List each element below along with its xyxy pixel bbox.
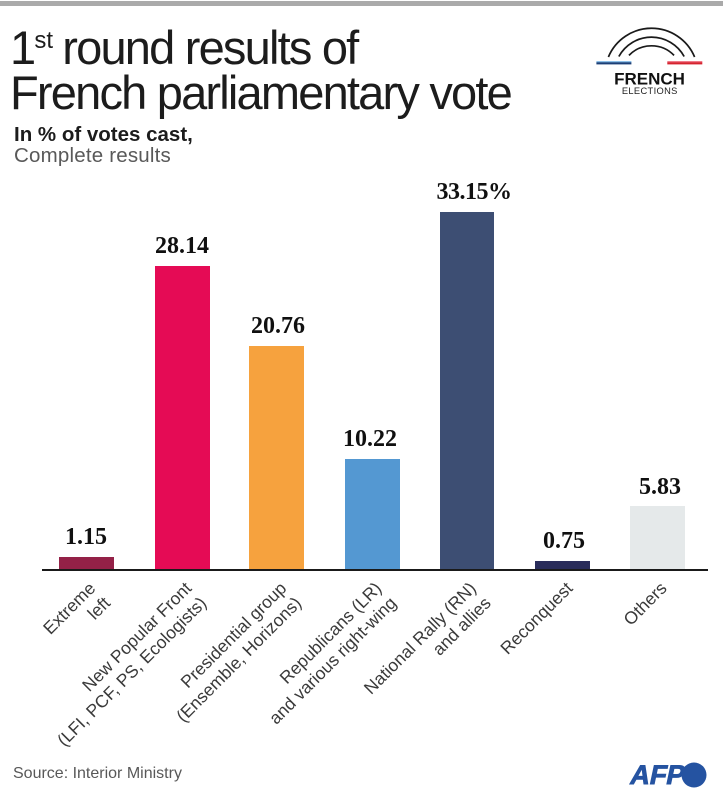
svg-text:ELECTIONS: ELECTIONS (622, 86, 678, 96)
svg-text:AFP: AFP (628, 759, 689, 790)
svg-text:FRENCH: FRENCH (614, 70, 685, 89)
